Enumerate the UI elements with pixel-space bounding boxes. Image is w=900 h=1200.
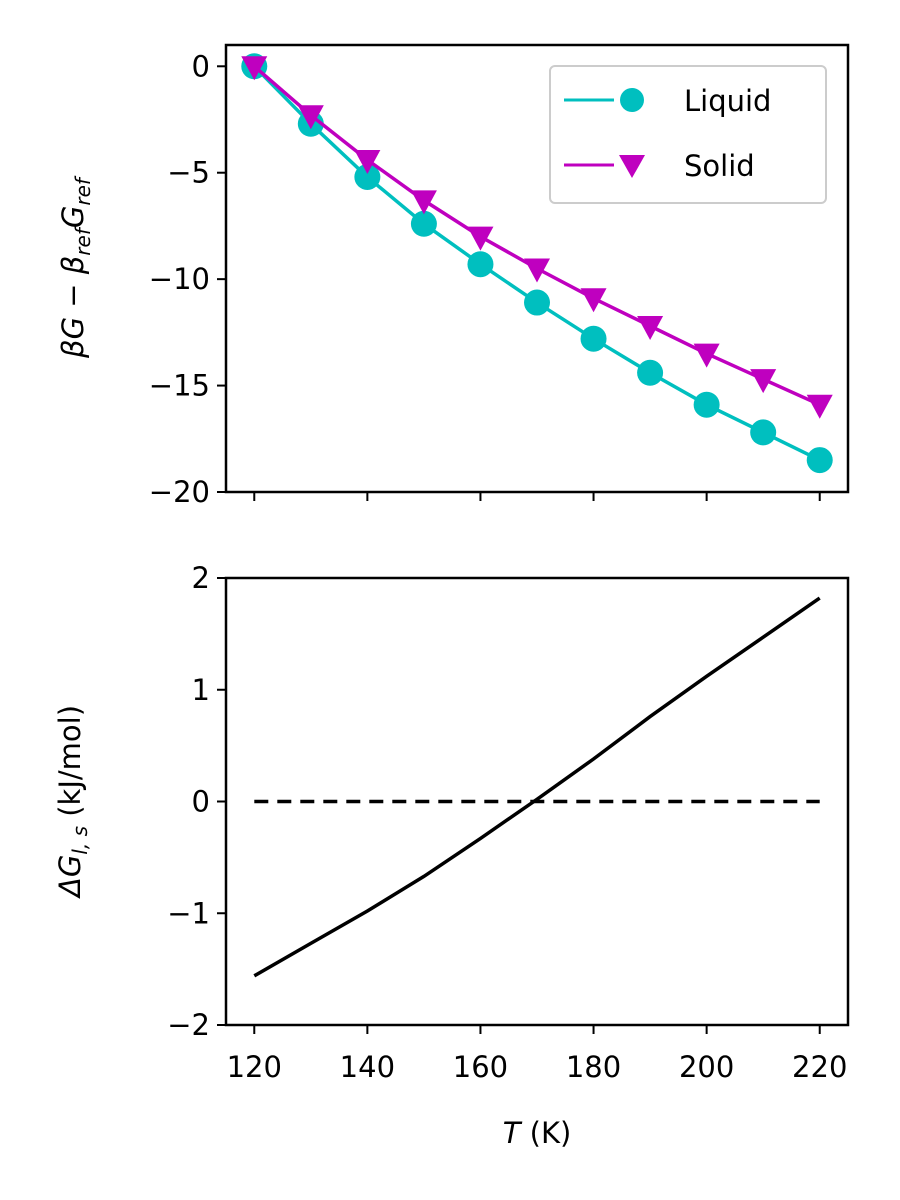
bottom-y-axis-label: ΔGl, s (kJ/mol) [53,705,92,899]
legend: Liquid Solid [549,65,827,204]
solid-point [524,258,550,283]
bottom-x-tick-label: 140 [340,1050,395,1084]
solid-point [693,343,720,368]
bottom-y-tick-label: −1 [167,896,210,930]
legend-liquid-label: Liquid [684,84,771,118]
solid-point [580,288,607,313]
top-y-tick-label: −20 [149,475,210,509]
legend-solid-marker [619,155,645,178]
liquid-point [806,447,833,474]
bottom-y-tick-label: 0 [192,785,210,819]
legend-box [549,65,827,204]
liquid-point [410,210,437,237]
liquid-point [467,251,494,278]
top-y-tick-label: −10 [149,262,210,296]
bottom-x-tick-label: 120 [227,1050,282,1084]
top-panel: 0 −5 −10 −15 −20 βG − βrefGref Liquid Solid [56,43,850,509]
legend-liquid-marker [620,88,644,112]
top-y-tick-label: −15 [149,369,210,403]
bottom-y-tick-label: 2 [192,561,210,595]
bottom-panel: 2 1 0 −1 −2 120 140 160 180 200 220 ΔGl, s (kJ/mo… [53,561,850,1150]
bottom-x-ticks: 120 140 160 180 200 220 [227,1025,847,1084]
top-x-ticks [253,492,821,501]
liquid-point [580,325,607,352]
top-y-tick-label: 0 [192,49,210,83]
solid-point [297,105,324,130]
top-series-layer [241,53,833,474]
bottom-x-tick-label: 180 [566,1050,621,1084]
top-y-axis-label: βG − βrefGref [56,175,95,359]
liquid-point [750,419,777,446]
solid-point [354,149,381,174]
solid-point [637,315,664,340]
liquid-point [524,289,550,316]
solid-point [806,394,833,419]
bottom-x-tick-label: 220 [792,1050,847,1084]
bottom-x-tick-label: 200 [679,1050,734,1084]
top-y-ticks: 0 −5 −10 −15 −20 [149,49,226,509]
solid-point [410,190,437,215]
top-y-tick-label: −5 [167,156,210,190]
solid-point [241,56,268,81]
bottom-y-tick-label: −2 [167,1008,210,1042]
delta-g-series-line [253,596,821,978]
bottom-y-tick-label: 1 [192,673,210,707]
liquid-point [693,391,720,418]
liquid-point [637,359,664,386]
solid-point [467,226,494,251]
top-plot-frame [224,43,850,494]
bottom-x-tick-label: 160 [453,1050,508,1084]
legend-solid-label: Solid [684,149,755,183]
bottom-x-axis-label: T (K) [503,1116,572,1150]
liquid-point [354,163,381,190]
bottom-series-layer [253,596,821,978]
bottom-y-ticks: 2 1 0 −1 −2 [167,561,226,1042]
solid-point [750,369,777,394]
